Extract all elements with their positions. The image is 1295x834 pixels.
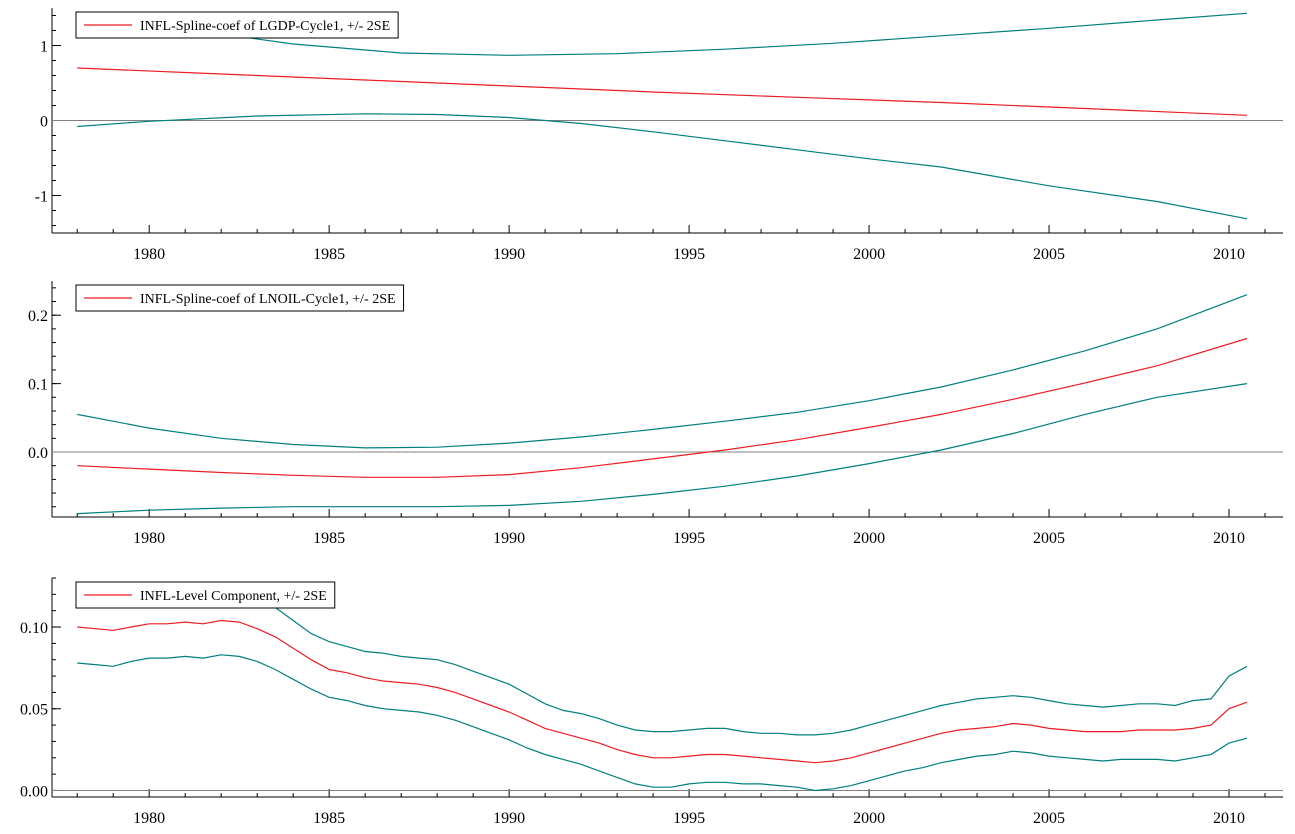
x-tick-label: 2000 [853,530,885,547]
legend: INFL-Spline-coef of LGDP-Cycle1, +/- 2SE [75,11,399,39]
series-line-estimate [77,67,1248,116]
x-tick-label: 2005 [1033,810,1065,827]
x-tick-label: 2010 [1213,810,1245,827]
y-tick-label: 1 [40,39,48,56]
series-line-estimate [77,619,1248,764]
chart-panel-1: 1980 1985 1990 1995 2000 2005 2010 1 0 -1 INFL-Spl… [35,8,1283,263]
x-tick-label: 2005 [1033,246,1065,263]
y-tick-label: 0.05 [20,702,48,719]
series-line-upper [77,587,1248,736]
x-tick-label: 1985 [313,530,345,547]
x-tick-label: 2005 [1033,530,1065,547]
x-tick-label: 1980 [133,246,165,263]
legend: INFL-Level Component, +/- 2SE [75,581,336,609]
x-tick-label: 2010 [1213,246,1245,263]
y-tick-label: 0 [40,114,48,131]
legend: INFL-Spline-coef of LNOIL-Cycle1, +/- 2S… [75,284,405,312]
x-tick-label: 1995 [673,530,705,547]
series-line-lower [77,113,1248,220]
x-tick-label: 1990 [493,810,525,827]
x-tick-label: 1985 [313,246,345,263]
y-tick-label: 0.00 [20,783,48,800]
x-tick-label: 1990 [493,530,525,547]
x-tick-label: 1985 [313,810,345,827]
y-tick-label: 0.1 [28,377,48,394]
x-tick-label: 2000 [853,810,885,827]
y-tick-label: -1 [35,189,48,206]
x-tick-label: 1980 [133,810,165,827]
chart-panel-2: 1980 1985 1990 1995 2000 2005 2010 0.2 0.1 0.0 INF… [28,281,1283,547]
legend-label: INFL-Level Component, +/- 2SE [140,589,327,604]
legend-label: INFL-Spline-coef of LGDP-Cycle1, +/- 2SE [140,19,390,34]
legend-label: INFL-Spline-coef of LNOIL-Cycle1, +/- 2S… [140,292,396,307]
series-line-upper [77,294,1248,449]
chart-panel-3: 1980 1985 1990 1995 2000 2005 2010 0.10 0.05 0.00… [20,577,1283,827]
series-line-upper [77,11,1248,56]
x-tick-label: 1980 [133,530,165,547]
y-tick-label: 0.2 [28,308,48,325]
x-tick-label: 1990 [493,246,525,263]
series-line-lower [77,383,1248,515]
y-tick-label: 0.0 [28,445,48,462]
x-tick-label: 1995 [673,810,705,827]
series-line-estimate [77,337,1248,478]
series-line-lower [77,654,1248,792]
x-tick-label: 1995 [673,246,705,263]
y-tick-label: 0.10 [20,620,48,637]
x-tick-label: 2010 [1213,530,1245,547]
x-tick-label: 2000 [853,246,885,263]
